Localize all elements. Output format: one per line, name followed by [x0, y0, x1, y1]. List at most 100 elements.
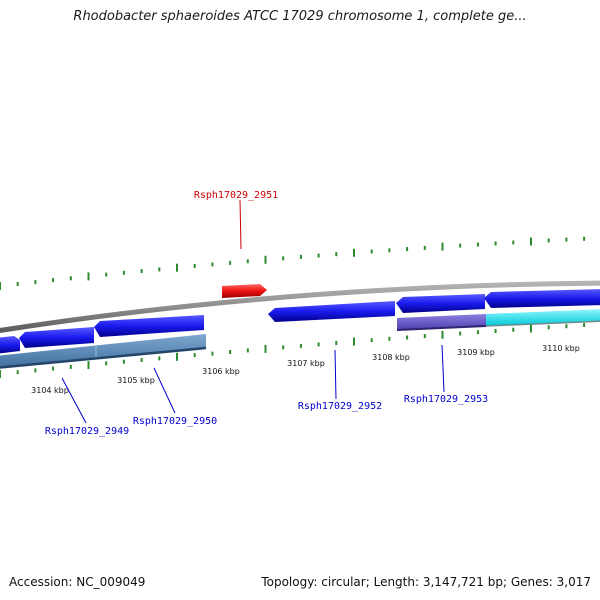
inner-tick-minor: [16, 370, 19, 375]
inner-tick-minor: [34, 368, 37, 373]
gene-rsph17029-2951[interactable]: [222, 284, 267, 298]
outer-tick-ring: [0, 236, 586, 290]
genes-value: 3,017: [556, 575, 591, 589]
inner-tick-minor: [69, 364, 72, 369]
feature-bar-cyan[interactable]: [485, 309, 600, 327]
inner-tick-minor: [547, 325, 550, 330]
gene-rsph17029-2950[interactable]: [94, 315, 204, 337]
outer-tick-major: [87, 272, 90, 281]
gene-label-rsph17029-2952[interactable]: Rsph17029_2952: [298, 401, 382, 412]
outer-tick-minor: [494, 241, 497, 246]
feature-bar-steelblue[interactable]: [0, 334, 207, 369]
topology-value: circular: [321, 575, 366, 589]
gene-rsph17029-2953[interactable]: [396, 294, 485, 313]
inner-tick-minor: [512, 327, 515, 332]
outer-tick-major: [353, 248, 355, 257]
scale-label: 3110 kbp: [542, 344, 580, 353]
outer-tick-minor: [211, 262, 214, 267]
inner-tick-major: [0, 370, 1, 378]
length-label: Length:: [373, 575, 420, 589]
inner-tick-minor: [229, 350, 232, 354]
feature-bar-slate[interactable]: [396, 314, 487, 331]
scale-label: 3109 kbp: [457, 348, 495, 357]
outer-tick-minor: [246, 259, 249, 264]
chromosome-backbone: [0, 280, 600, 333]
inner-tick-minor: [140, 358, 143, 362]
outer-tick-minor: [583, 236, 586, 241]
outer-tick-minor: [52, 278, 55, 283]
inner-tick-minor: [246, 348, 249, 353]
inner-tick-ring: [0, 323, 586, 378]
gene-label-rsph17029-2950[interactable]: Rsph17029_2950: [133, 416, 217, 427]
gene-arrow-right-partial[interactable]: [484, 289, 600, 308]
scale-label: 3108 kbp: [372, 353, 410, 362]
inner-tick-minor: [193, 353, 196, 358]
genome-summary: Topology: circular; Length: 3,147,721 bp…: [261, 575, 591, 589]
inner-tick-minor: [406, 335, 409, 340]
genes-label: Genes:: [510, 575, 553, 589]
scale-label: 3107 kbp: [287, 359, 325, 368]
gene-label-rsph17029-2951[interactable]: Rsph17029_2951: [194, 190, 278, 201]
inner-tick-minor: [105, 361, 108, 366]
outer-tick-minor: [406, 247, 409, 252]
outer-tick-minor: [229, 260, 232, 265]
outer-tick-minor: [69, 276, 72, 281]
outer-tick-major: [441, 242, 444, 251]
inner-tick-minor: [299, 343, 302, 348]
gene-leader-lines: [61, 199, 445, 424]
length-value: 3,147,721 bp: [422, 575, 503, 589]
inner-tick-minor: [565, 324, 568, 329]
inner-tick-minor: [122, 359, 125, 364]
outer-tick-minor: [565, 237, 568, 242]
inner-tick-major: [264, 344, 267, 353]
inner-tick-major: [176, 352, 178, 361]
gene-rsph17029-2949[interactable]: [19, 327, 94, 348]
outer-tick-minor: [282, 256, 285, 261]
accession-label: Accession:: [9, 575, 73, 589]
outer-tick-minor: [388, 248, 391, 253]
page-title: Rhodobacter sphaeroides ATCC 17029 chrom…: [73, 9, 527, 24]
inner-tick-minor: [211, 351, 214, 356]
inner-tick-minor: [388, 336, 391, 341]
outer-tick-major: [530, 237, 532, 246]
outer-tick-minor: [193, 264, 196, 268]
inner-tick-minor: [494, 329, 497, 333]
outer-tick-minor: [299, 254, 302, 259]
inner-tick-minor: [52, 366, 55, 371]
outer-tick-minor: [317, 253, 320, 258]
outer-tick-minor: [459, 243, 462, 248]
inner-tick-minor: [335, 341, 338, 345]
outer-tick-minor: [158, 267, 161, 272]
outer-tick-minor: [335, 252, 338, 257]
gene-label-rsph17029-2953[interactable]: Rsph17029_2953: [404, 394, 488, 405]
inner-tick-minor: [282, 345, 285, 350]
gene-label-rsph17029-2949[interactable]: Rsph17029_2949: [45, 426, 129, 437]
outer-tick-minor: [512, 240, 515, 245]
outer-tick-major: [264, 255, 267, 264]
outer-tick-minor: [16, 282, 19, 286]
outer-tick-minor: [122, 270, 125, 275]
scale-labels: 3104 kbp 3105 kbp 3106 kbp 3107 kbp 3108 kbp…: [31, 344, 580, 395]
inner-tick-major: [530, 324, 532, 333]
inner-tick-major: [353, 337, 355, 346]
inner-tick-minor: [423, 334, 426, 339]
outer-tick-minor: [140, 269, 143, 274]
outer-tick-minor: [105, 272, 108, 277]
outer-tick-minor: [547, 238, 550, 243]
inner-tick-minor: [476, 330, 479, 335]
inner-tick-major: [87, 361, 90, 370]
inner-tick-major: [441, 330, 444, 339]
gene-arrow-left-partial[interactable]: [0, 336, 20, 354]
scale-label: 3106 kbp: [202, 367, 240, 376]
inner-tick-minor: [583, 323, 586, 327]
gene-rsph17029-2952[interactable]: [268, 301, 395, 322]
scale-label: 3105 kbp: [117, 376, 155, 385]
outer-tick-major: [176, 263, 178, 272]
scale-label: 3104 kbp: [31, 386, 69, 395]
outer-tick-minor: [476, 242, 479, 247]
outer-tick-minor: [34, 280, 37, 285]
outer-tick-minor: [423, 245, 426, 250]
topology-label: Topology:: [261, 575, 318, 589]
